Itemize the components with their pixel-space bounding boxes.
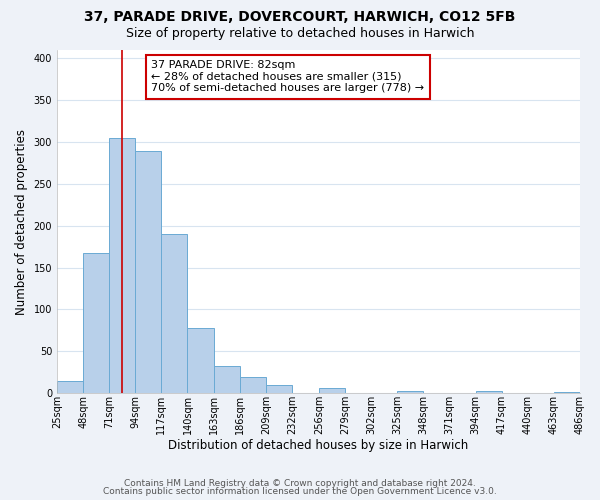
X-axis label: Distribution of detached houses by size in Harwich: Distribution of detached houses by size … — [169, 440, 469, 452]
Bar — [476, 390, 502, 393]
Bar — [266, 385, 292, 393]
Bar — [319, 388, 345, 393]
Bar — [83, 254, 109, 393]
Text: 37 PARADE DRIVE: 82sqm
← 28% of detached houses are smaller (315)
70% of semi-de: 37 PARADE DRIVE: 82sqm ← 28% of detached… — [151, 60, 424, 94]
Bar — [214, 366, 239, 393]
Text: Contains public sector information licensed under the Open Government Licence v3: Contains public sector information licen… — [103, 487, 497, 496]
Y-axis label: Number of detached properties: Number of detached properties — [15, 128, 28, 314]
Bar — [136, 152, 161, 393]
Bar — [239, 378, 266, 393]
Text: Size of property relative to detached houses in Harwich: Size of property relative to detached ho… — [126, 28, 474, 40]
Bar — [187, 328, 214, 393]
Text: Contains HM Land Registry data © Crown copyright and database right 2024.: Contains HM Land Registry data © Crown c… — [124, 478, 476, 488]
Bar — [161, 234, 187, 393]
Bar — [57, 380, 83, 393]
Text: 37, PARADE DRIVE, DOVERCOURT, HARWICH, CO12 5FB: 37, PARADE DRIVE, DOVERCOURT, HARWICH, C… — [85, 10, 515, 24]
Bar — [397, 390, 424, 393]
Bar — [109, 138, 136, 393]
Bar — [554, 392, 580, 393]
